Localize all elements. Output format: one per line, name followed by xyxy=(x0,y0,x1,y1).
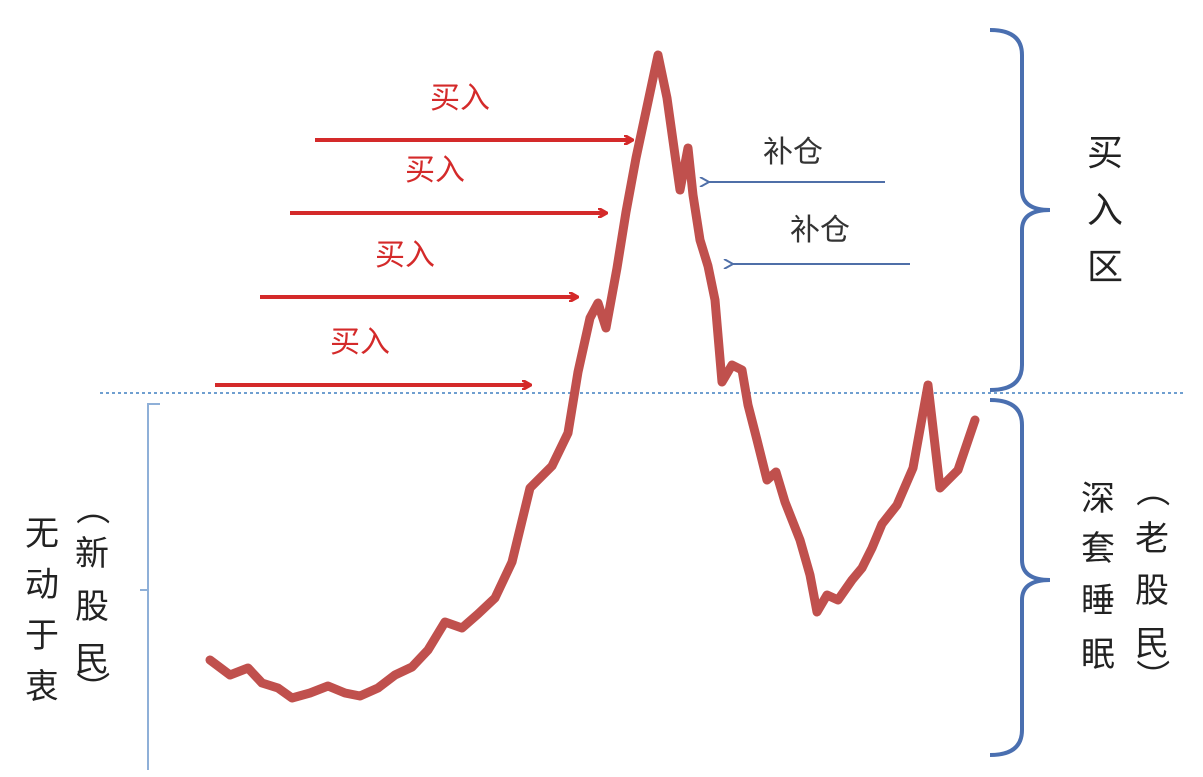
right-paren-char: 老 xyxy=(1135,519,1169,559)
buy-label: 买入 xyxy=(430,81,490,116)
buy-zone-brace xyxy=(990,30,1050,390)
buy-label: 买入 xyxy=(375,238,435,273)
left-paren-char: （ xyxy=(71,491,111,525)
right-main-char: 套 xyxy=(1081,529,1115,569)
trapped-brace xyxy=(990,400,1050,755)
right-paren-char: （ xyxy=(1131,473,1171,507)
left-paren-char: 股 xyxy=(75,587,109,627)
buy-label: 买入 xyxy=(405,153,465,188)
left-paren-char: ） xyxy=(71,671,111,705)
left-main-label: 无 动 于 衷 xyxy=(25,514,59,707)
right-main-char: 深 xyxy=(1081,479,1115,519)
right-paren-label: （ 老 股 民 ） xyxy=(1131,473,1171,693)
add-label: 补仓 xyxy=(790,213,850,248)
buy-zone-char: 区 xyxy=(1087,247,1123,288)
left-main-char: 于 xyxy=(25,616,59,656)
buy-zone-char: 买 xyxy=(1087,133,1123,174)
buy-label: 买入 xyxy=(330,325,390,360)
left-main-char: 衷 xyxy=(25,667,59,707)
add-label: 补仓 xyxy=(763,135,823,170)
right-paren-char: 民 xyxy=(1135,624,1169,664)
left-bracket xyxy=(148,404,160,770)
right-paren-char: 股 xyxy=(1135,571,1169,611)
right-main-char: 眠 xyxy=(1081,635,1115,675)
buy-zone-char: 入 xyxy=(1087,190,1123,231)
right-paren-char: ） xyxy=(1131,659,1171,693)
right-main-label: 深 套 睡 眠 xyxy=(1081,479,1115,675)
price-line xyxy=(210,55,975,698)
left-main-char: 动 xyxy=(25,565,59,605)
left-main-char: 无 xyxy=(25,514,59,554)
right-main-char: 睡 xyxy=(1081,581,1115,621)
buy-zone-label: 买 入 区 xyxy=(1087,133,1123,288)
left-paren-char: 新 xyxy=(75,534,109,574)
left-paren-label: （ 新 股 民 ） xyxy=(71,491,111,705)
